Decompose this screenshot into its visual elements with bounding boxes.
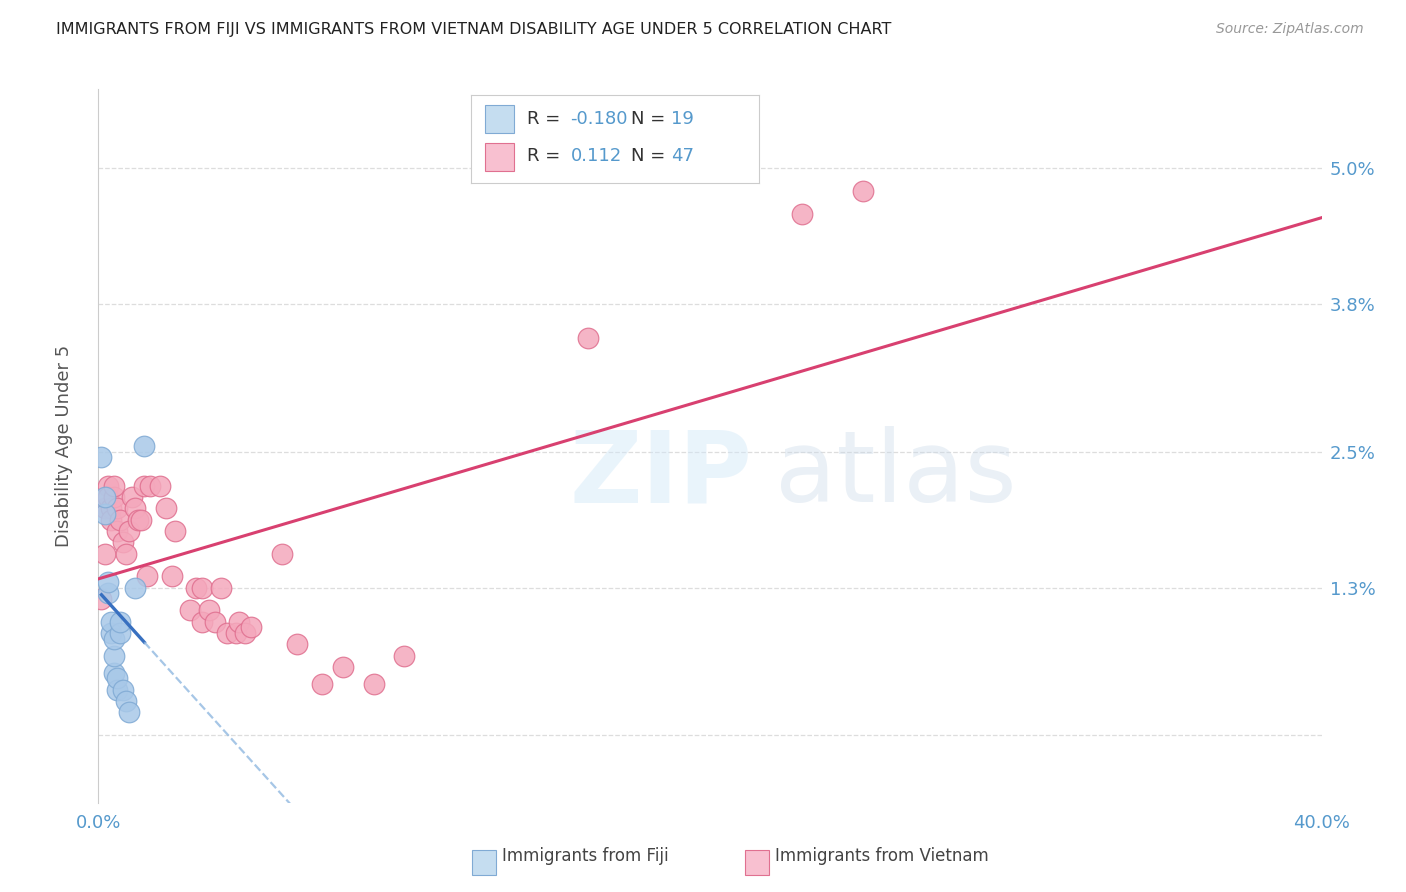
Text: ZIP: ZIP [569, 426, 752, 523]
Text: 47: 47 [671, 147, 695, 165]
Point [124, 581, 146, 595]
Text: 0.112: 0.112 [571, 147, 621, 165]
Point [127, 513, 149, 527]
Point [103, 478, 125, 492]
Point [134, 439, 156, 453]
Point [363, 677, 385, 691]
Point [163, 524, 186, 538]
Point [97, 490, 120, 504]
Point [93, 507, 115, 521]
Point [209, 581, 232, 595]
Point [97, 574, 120, 589]
Text: Immigrants from Fiji: Immigrants from Fiji [502, 847, 669, 865]
Point [392, 648, 416, 663]
Point [332, 660, 354, 674]
Point [100, 626, 122, 640]
Point [155, 501, 177, 516]
Point [105, 524, 128, 538]
Point [191, 581, 214, 595]
Text: N =: N = [631, 147, 665, 165]
Point [134, 478, 156, 492]
Text: Immigrants from Vietnam: Immigrants from Vietnam [775, 847, 988, 865]
Point [103, 632, 125, 646]
Point [103, 665, 125, 680]
Point [160, 569, 183, 583]
Bar [485, 143, 515, 170]
Point [118, 524, 141, 538]
Point [111, 535, 134, 549]
Point [90, 450, 112, 465]
Point [93, 501, 115, 516]
Point [103, 490, 125, 504]
Point [115, 694, 138, 708]
Point [121, 490, 143, 504]
Point [100, 513, 122, 527]
Point [228, 615, 250, 629]
Point [191, 615, 214, 629]
Point [108, 626, 131, 640]
Point [136, 569, 159, 583]
Point [105, 671, 128, 685]
Point [97, 478, 120, 492]
Point [105, 501, 128, 516]
Text: atlas: atlas [775, 426, 1017, 523]
Point [311, 677, 333, 691]
Point [240, 620, 263, 634]
Point [179, 603, 201, 617]
Point [139, 478, 162, 492]
Text: N =: N = [631, 110, 665, 128]
Point [197, 603, 219, 617]
Text: Source: ZipAtlas.com: Source: ZipAtlas.com [1216, 22, 1364, 37]
Point [90, 591, 112, 606]
Point [576, 331, 599, 345]
Point [108, 615, 131, 629]
Point [852, 184, 875, 198]
Point [108, 513, 131, 527]
Point [233, 626, 256, 640]
Point [115, 547, 138, 561]
Point [225, 626, 247, 640]
Y-axis label: Disability Age Under 5: Disability Age Under 5 [55, 345, 73, 547]
Point [270, 547, 292, 561]
Point [100, 615, 122, 629]
Point [118, 705, 141, 719]
Point [100, 501, 122, 516]
Point [103, 648, 125, 663]
Point [93, 490, 115, 504]
Point [204, 615, 226, 629]
Point [149, 478, 172, 492]
Text: -0.180: -0.180 [571, 110, 628, 128]
Text: 19: 19 [671, 110, 695, 128]
Bar [485, 105, 515, 133]
Point [790, 207, 813, 221]
Point [105, 682, 128, 697]
Point [215, 626, 238, 640]
Text: IMMIGRANTS FROM FIJI VS IMMIGRANTS FROM VIETNAM DISABILITY AGE UNDER 5 CORRELATI: IMMIGRANTS FROM FIJI VS IMMIGRANTS FROM … [56, 22, 891, 37]
Text: R =: R = [527, 110, 561, 128]
Text: R =: R = [527, 147, 561, 165]
Point [124, 501, 146, 516]
Point [97, 586, 120, 600]
Point [186, 581, 208, 595]
Point [285, 637, 308, 651]
Point [111, 682, 134, 697]
Point [129, 513, 152, 527]
Point [93, 547, 115, 561]
